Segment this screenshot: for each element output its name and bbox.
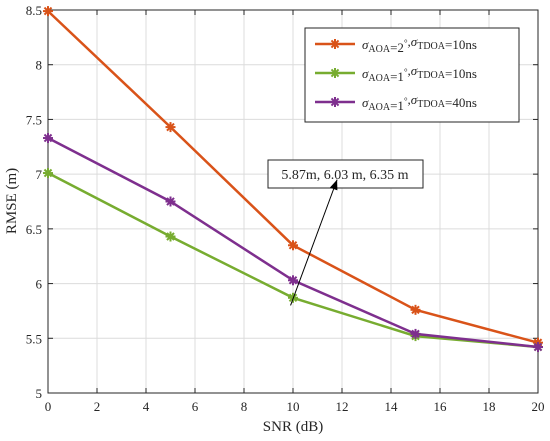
data-point — [165, 231, 176, 242]
y-tick-label: 8 — [36, 58, 43, 73]
data-point — [43, 133, 53, 144]
legend-label-part: =40ns — [445, 95, 477, 110]
legend-label-part: =2 — [390, 40, 404, 55]
legend-label-part: =1 — [390, 69, 404, 84]
marker-stroke — [43, 133, 53, 143]
legend-label-part: ° — [404, 67, 408, 77]
data-point — [43, 6, 53, 17]
legend-label-part: TDOA — [417, 99, 446, 110]
marker-stroke — [411, 329, 420, 339]
series-layer — [43, 6, 543, 353]
legend-swatch-marker — [330, 39, 340, 49]
x-tick-label: 20 — [532, 399, 545, 414]
y-tick-label: 5 — [36, 386, 43, 401]
ticks: 0 2 4 6 8 10 12 14 16 18 20 5 5.5 6 6.5 7 7.5 8 8.5 — [26, 3, 545, 414]
legend-entry-3: σAOA=1°,σTDOA=40ns — [315, 92, 477, 113]
y-tick-label: 6 — [36, 277, 43, 292]
legend-label-part: ,σ — [408, 63, 418, 78]
marker-stroke — [411, 305, 420, 315]
legend-swatch-marker — [330, 68, 340, 78]
data-point — [288, 240, 298, 251]
annotation-arrow — [290, 179, 338, 306]
legend-label: σAOA=1°,σTDOA=10ns — [362, 63, 477, 84]
marker-stroke — [330, 97, 340, 107]
legend-label-part: ° — [404, 96, 408, 106]
data-point — [410, 328, 421, 339]
x-tick-label: 0 — [45, 399, 52, 414]
marker-stroke — [533, 342, 543, 352]
legend-label: σAOA=2°,σTDOA=10ns — [362, 34, 477, 55]
annotation-text: 5.87m, 6.03 m, 6.35 m — [281, 168, 408, 183]
legend-label-part: AOA — [368, 44, 390, 55]
data-point — [43, 168, 53, 179]
legend-label-part: =1 — [390, 98, 404, 113]
legend-label-part: TDOA — [417, 70, 446, 81]
data-point — [165, 122, 176, 133]
legend-label-part: =10ns — [445, 37, 477, 52]
y-tick-label: 7.5 — [26, 112, 42, 127]
x-axis-label: SNR (dB) — [263, 419, 323, 435]
y-axis-label: RMSE (m) — [4, 168, 20, 234]
legend-label-part: TDOA — [417, 41, 446, 52]
marker-stroke — [288, 276, 298, 285]
marker-stroke — [166, 122, 175, 132]
x-tick-label: 2 — [94, 399, 101, 414]
x-tick-label: 6 — [192, 399, 199, 414]
legend-label-part: AOA — [368, 102, 390, 113]
legend: σAOA=2°,σTDOA=10nsσAOA=1°,σTDOA=10nsσAOA… — [304, 27, 520, 123]
legend-label-part: σ — [362, 66, 369, 81]
legend-entry-2: σAOA=1°,σTDOA=10ns — [315, 63, 477, 84]
legend-label-part: =10ns — [445, 66, 477, 81]
x-tick-label: 18 — [483, 399, 496, 414]
annotation: 5.87m, 6.03 m, 6.35 m — [267, 159, 424, 306]
x-tick-label: 10 — [287, 399, 300, 414]
legend-label-part: ° — [404, 38, 408, 48]
legend-label-part: AOA — [368, 73, 390, 84]
x-tick-label: 8 — [241, 399, 248, 414]
x-tick-label: 16 — [434, 399, 448, 414]
annotation-arrowhead — [329, 179, 338, 191]
x-tick-label: 12 — [336, 399, 349, 414]
data-point — [165, 196, 176, 207]
legend-label-part: ,σ — [408, 34, 418, 49]
x-tick-label: 14 — [385, 399, 399, 414]
annotation-box — [267, 159, 424, 189]
marker-stroke — [330, 68, 340, 78]
y-tick-label: 5.5 — [26, 331, 42, 346]
data-point — [410, 304, 421, 315]
marker-stroke — [43, 6, 53, 16]
y-tick-label: 7 — [36, 167, 43, 182]
legend-label-part: ,σ — [408, 92, 418, 107]
x-tick-label: 4 — [143, 399, 150, 414]
y-tick-label: 8.5 — [26, 3, 42, 18]
data-point — [288, 275, 298, 286]
y-tick-label: 6.5 — [26, 222, 42, 237]
legend-label-part: σ — [362, 95, 369, 110]
legend-label-part: σ — [362, 37, 369, 52]
legend-entry-1: σAOA=2°,σTDOA=10ns — [315, 34, 477, 55]
data-point — [533, 342, 543, 353]
marker-stroke — [166, 232, 175, 241]
marker-stroke — [166, 197, 175, 206]
marker-stroke — [288, 241, 298, 250]
legend-swatch-marker — [330, 97, 340, 107]
marker-stroke — [43, 168, 53, 178]
marker-stroke — [330, 39, 340, 49]
legend-label: σAOA=1°,σTDOA=40ns — [362, 92, 477, 113]
